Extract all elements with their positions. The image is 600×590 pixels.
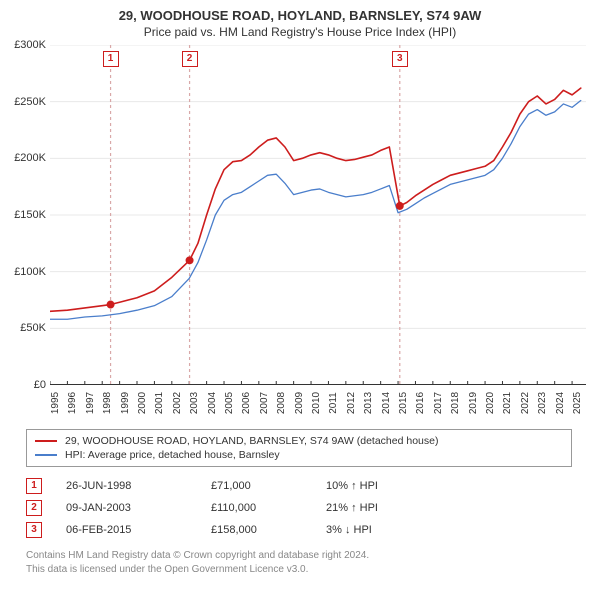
- transaction-marker-small: 2: [26, 500, 42, 516]
- legend-swatch: [35, 440, 57, 442]
- x-tick-label: 2023: [537, 392, 548, 414]
- x-tick-label: 2011: [328, 392, 339, 414]
- y-tick-label: £200K: [0, 152, 46, 164]
- transaction-marker: 2: [182, 51, 198, 67]
- y-tick-label: £250K: [0, 96, 46, 108]
- x-tick-label: 2013: [363, 392, 374, 414]
- footnote-line-2: This data is licensed under the Open Gov…: [26, 563, 600, 577]
- x-tick-label: 2015: [398, 392, 409, 414]
- y-tick-label: £300K: [0, 39, 46, 51]
- transaction-price: £71,000: [211, 480, 326, 492]
- transaction-table: 1 26-JUN-1998£71,00010% ↑ HPI 2 09-JAN-2003…: [26, 475, 600, 541]
- x-tick-label: 2019: [468, 392, 479, 414]
- x-tick-label: 2018: [450, 392, 461, 414]
- x-tick-label: 2020: [485, 392, 496, 414]
- x-tick-label: 2017: [433, 392, 444, 414]
- x-tick-label: 1996: [67, 392, 78, 414]
- transaction-date: 09-JAN-2003: [66, 502, 211, 514]
- x-tick-label: 1999: [120, 392, 131, 414]
- transaction-row: 1 26-JUN-1998£71,00010% ↑ HPI: [26, 475, 600, 497]
- y-tick-label: £150K: [0, 209, 46, 221]
- x-tick-label: 2000: [137, 392, 148, 414]
- legend-label: HPI: Average price, detached house, Barn…: [65, 449, 280, 461]
- y-tick-label: £0: [0, 379, 46, 391]
- footnote: Contains HM Land Registry data © Crown c…: [26, 549, 600, 576]
- x-tick-label: 2016: [415, 392, 426, 414]
- legend-label: 29, WOODHOUSE ROAD, HOYLAND, BARNSLEY, S…: [65, 435, 438, 447]
- x-tick-label: 2021: [502, 392, 513, 414]
- x-tick-label: 2002: [172, 392, 183, 414]
- transaction-marker: 1: [103, 51, 119, 67]
- x-tick-label: 2001: [154, 392, 165, 414]
- x-tick-label: 2024: [555, 392, 566, 414]
- legend-row: HPI: Average price, detached house, Barn…: [35, 448, 563, 462]
- transaction-delta: 10% ↑ HPI: [326, 480, 436, 492]
- footnote-line-1: Contains HM Land Registry data © Crown c…: [26, 549, 600, 563]
- line-chart-svg: [50, 45, 586, 385]
- legend: 29, WOODHOUSE ROAD, HOYLAND, BARNSLEY, S…: [26, 429, 572, 467]
- transaction-delta: 3% ↓ HPI: [326, 524, 436, 536]
- transaction-marker: 3: [392, 51, 408, 67]
- legend-swatch: [35, 454, 57, 456]
- x-tick-label: 2010: [311, 392, 322, 414]
- plot-area: £0£50K£100K£150K£200K£250K£300K 123: [50, 45, 586, 385]
- x-tick-label: 2006: [241, 392, 252, 414]
- y-tick-label: £50K: [0, 322, 46, 334]
- x-axis-ticks: 1995 1996 1997 1998 1999 2000 2001 2002 2003 2004…: [50, 385, 586, 425]
- transaction-delta: 21% ↑ HPI: [326, 502, 436, 514]
- transaction-date: 06-FEB-2015: [66, 524, 211, 536]
- x-tick-label: 1997: [85, 392, 96, 414]
- x-tick-label: 2008: [276, 392, 287, 414]
- transaction-price: £110,000: [211, 502, 326, 514]
- transaction-row: 2 09-JAN-2003£110,00021% ↑ HPI: [26, 497, 600, 519]
- x-tick-label: 1995: [50, 392, 61, 414]
- x-tick-label: 2004: [207, 392, 218, 414]
- transaction-row: 3 06-FEB-2015£158,0003% ↓ HPI: [26, 519, 600, 541]
- transaction-marker-small: 1: [26, 478, 42, 494]
- chart-title: 29, WOODHOUSE ROAD, HOYLAND, BARNSLEY, S…: [0, 0, 600, 23]
- x-tick-label: 2003: [189, 392, 200, 414]
- x-tick-label: 2005: [224, 392, 235, 414]
- transaction-price: £158,000: [211, 524, 326, 536]
- legend-row: 29, WOODHOUSE ROAD, HOYLAND, BARNSLEY, S…: [35, 434, 563, 448]
- x-tick-label: 2012: [346, 392, 357, 414]
- x-tick-label: 2022: [520, 392, 531, 414]
- transaction-date: 26-JUN-1998: [66, 480, 211, 492]
- chart-subtitle: Price paid vs. HM Land Registry's House …: [0, 23, 600, 45]
- transaction-marker-small: 3: [26, 522, 42, 538]
- y-tick-label: £100K: [0, 266, 46, 278]
- x-tick-label: 1998: [102, 392, 113, 414]
- y-axis-ticks: £0£50K£100K£150K£200K£250K£300K: [0, 45, 46, 385]
- x-tick-label: 2014: [381, 392, 392, 414]
- x-tick-label: 2025: [572, 392, 583, 414]
- x-tick-label: 2009: [294, 392, 305, 414]
- x-tick-label: 2007: [259, 392, 270, 414]
